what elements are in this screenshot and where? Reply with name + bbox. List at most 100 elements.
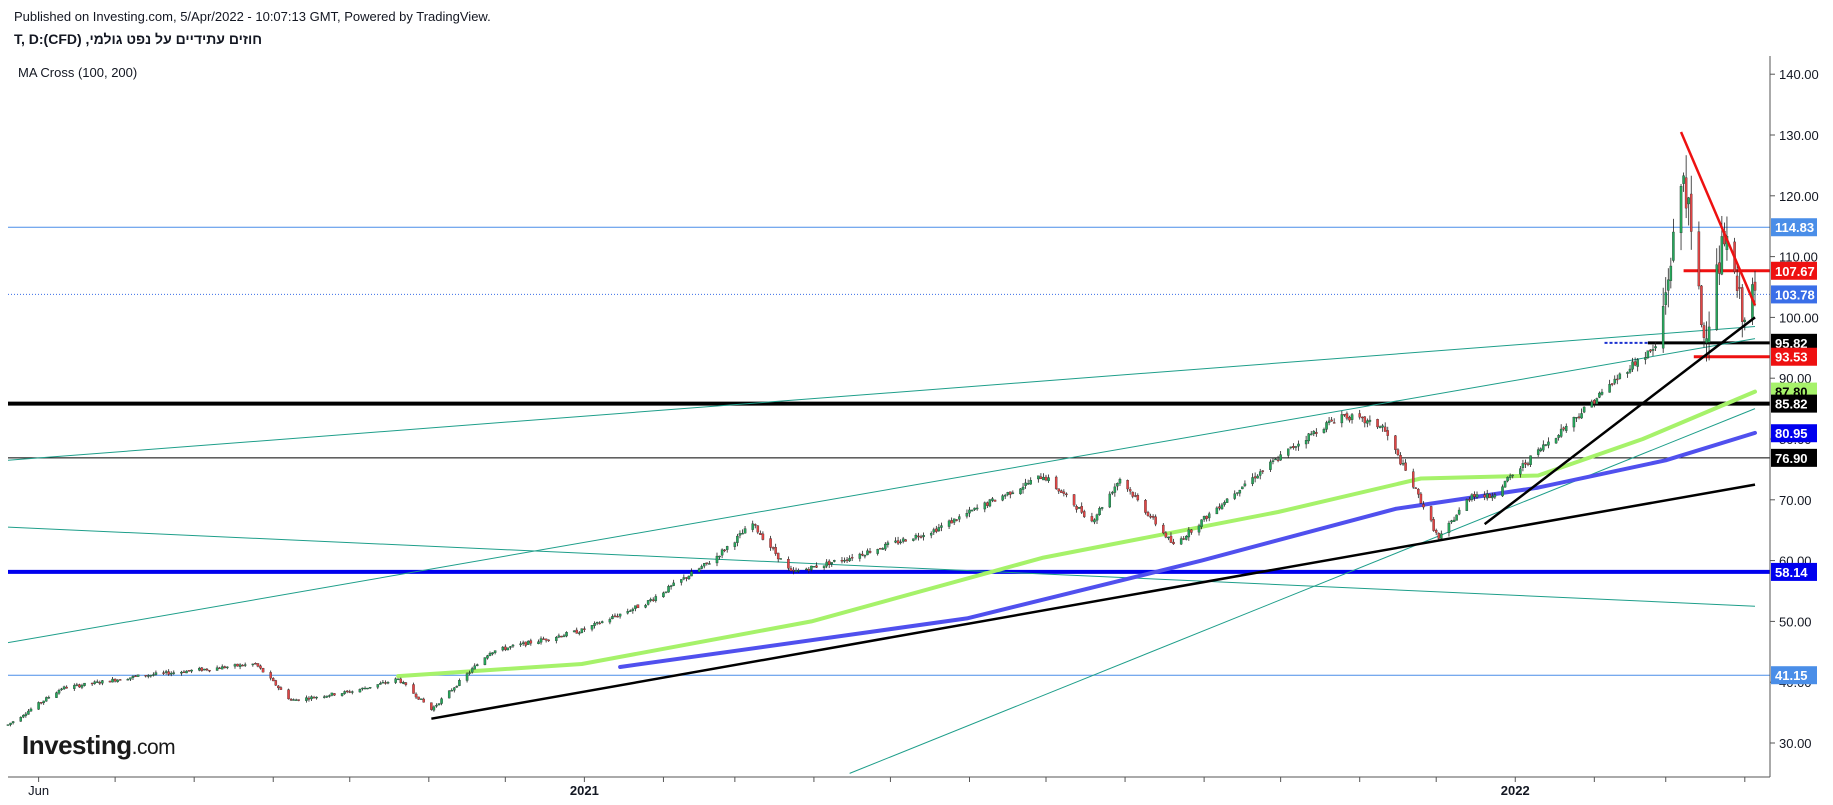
candle-body xyxy=(1396,449,1400,455)
indicator-legend[interactable]: MA Cross (100, 200) xyxy=(18,65,138,80)
time-axis: Jun 2021 2022 xyxy=(8,776,1770,798)
candle-body xyxy=(884,543,887,550)
candle-body xyxy=(929,533,933,536)
candle-body xyxy=(116,679,119,683)
candle-body xyxy=(198,668,201,671)
candle-body xyxy=(1144,500,1147,513)
price-badge xyxy=(1771,424,1817,443)
price-axis-badges: 114.83107.67103.7895.8293.5387.8085.8280… xyxy=(1771,218,1817,685)
candle-body xyxy=(590,625,594,630)
candle-body xyxy=(83,682,86,686)
candle-body xyxy=(27,710,30,715)
candle-body xyxy=(940,525,943,528)
candle-body xyxy=(361,687,364,690)
candle-body xyxy=(975,507,979,510)
price-badge-label: 41.15 xyxy=(1775,668,1808,683)
price-badge xyxy=(1771,347,1817,366)
candle-body xyxy=(465,673,469,681)
candle-body xyxy=(437,703,441,706)
candle-body xyxy=(488,653,492,656)
candle-body xyxy=(417,696,420,700)
candle-body xyxy=(1651,349,1655,351)
candle-body xyxy=(1613,378,1616,384)
candle-body xyxy=(1419,493,1423,504)
candle-body xyxy=(754,524,757,526)
candle-body xyxy=(876,549,879,554)
candle-body xyxy=(39,702,43,704)
candle-body xyxy=(779,558,783,560)
candle-body xyxy=(595,621,599,624)
candle-body xyxy=(1167,536,1170,539)
candle-body xyxy=(1108,493,1112,508)
candle-body xyxy=(200,667,204,671)
candle-body xyxy=(932,529,936,533)
candle-body xyxy=(792,570,795,572)
candle-body xyxy=(743,528,747,534)
candle-body xyxy=(988,499,992,507)
candle-body xyxy=(662,592,665,598)
candle-body xyxy=(863,554,867,557)
candle-body xyxy=(1292,446,1295,448)
candle-body xyxy=(1151,516,1155,518)
candle-body xyxy=(1287,448,1290,456)
candle-body xyxy=(1269,461,1272,470)
candle-body xyxy=(1465,499,1469,511)
candle-body xyxy=(1322,429,1326,433)
candle-body xyxy=(1718,262,1721,274)
candle-body xyxy=(1661,306,1665,349)
candle-body xyxy=(700,566,703,569)
candle-body xyxy=(544,638,548,641)
candle-body xyxy=(1019,488,1022,495)
candle-body xyxy=(1202,516,1206,520)
candle-body xyxy=(1350,414,1354,420)
candle-body xyxy=(1039,476,1043,479)
candle-body xyxy=(376,684,380,688)
candle-body xyxy=(861,553,864,556)
candle-body xyxy=(1707,326,1711,343)
candle-body xyxy=(845,559,849,561)
candle-body xyxy=(519,643,522,646)
candle-body xyxy=(419,698,423,700)
price-badge-label: 85.82 xyxy=(1775,397,1808,412)
candle-body xyxy=(215,667,219,671)
candle-body xyxy=(1554,438,1558,444)
candle-body xyxy=(1649,349,1652,352)
candle-body xyxy=(866,550,869,556)
candle-body xyxy=(1095,514,1099,521)
candle-body xyxy=(447,690,451,699)
candle-body xyxy=(1054,476,1058,489)
candle-body xyxy=(715,555,719,564)
candle-body xyxy=(557,635,561,638)
candle-body xyxy=(769,538,772,548)
candle-body xyxy=(1200,519,1203,527)
candle-body xyxy=(243,664,247,666)
candle-body xyxy=(1432,519,1435,531)
candle-body xyxy=(1304,440,1308,445)
candle-body xyxy=(511,644,515,647)
candle-body xyxy=(1544,444,1548,446)
candle-body xyxy=(833,560,836,562)
candle-body xyxy=(1057,488,1061,492)
candle-body xyxy=(1187,529,1191,538)
candle-body xyxy=(1401,463,1405,465)
candle-body xyxy=(1616,378,1619,381)
candle-body xyxy=(669,585,673,587)
price-badge-label: 95.82 xyxy=(1775,336,1808,351)
candle-body xyxy=(1251,477,1254,485)
candle-body xyxy=(1565,425,1568,431)
candle-body xyxy=(501,646,505,651)
candle-body xyxy=(848,558,851,562)
candle-body xyxy=(203,668,206,671)
candle-body xyxy=(1047,477,1050,482)
candle-body xyxy=(256,663,260,667)
price-badge xyxy=(1771,666,1817,685)
candle-body xyxy=(899,541,902,544)
candle-body xyxy=(358,689,362,693)
fan-line xyxy=(8,338,1756,644)
candle-body xyxy=(583,628,586,630)
price-badge xyxy=(1771,218,1817,237)
candle-body xyxy=(840,560,844,562)
candle-body xyxy=(476,664,479,667)
candle-body xyxy=(330,692,334,696)
